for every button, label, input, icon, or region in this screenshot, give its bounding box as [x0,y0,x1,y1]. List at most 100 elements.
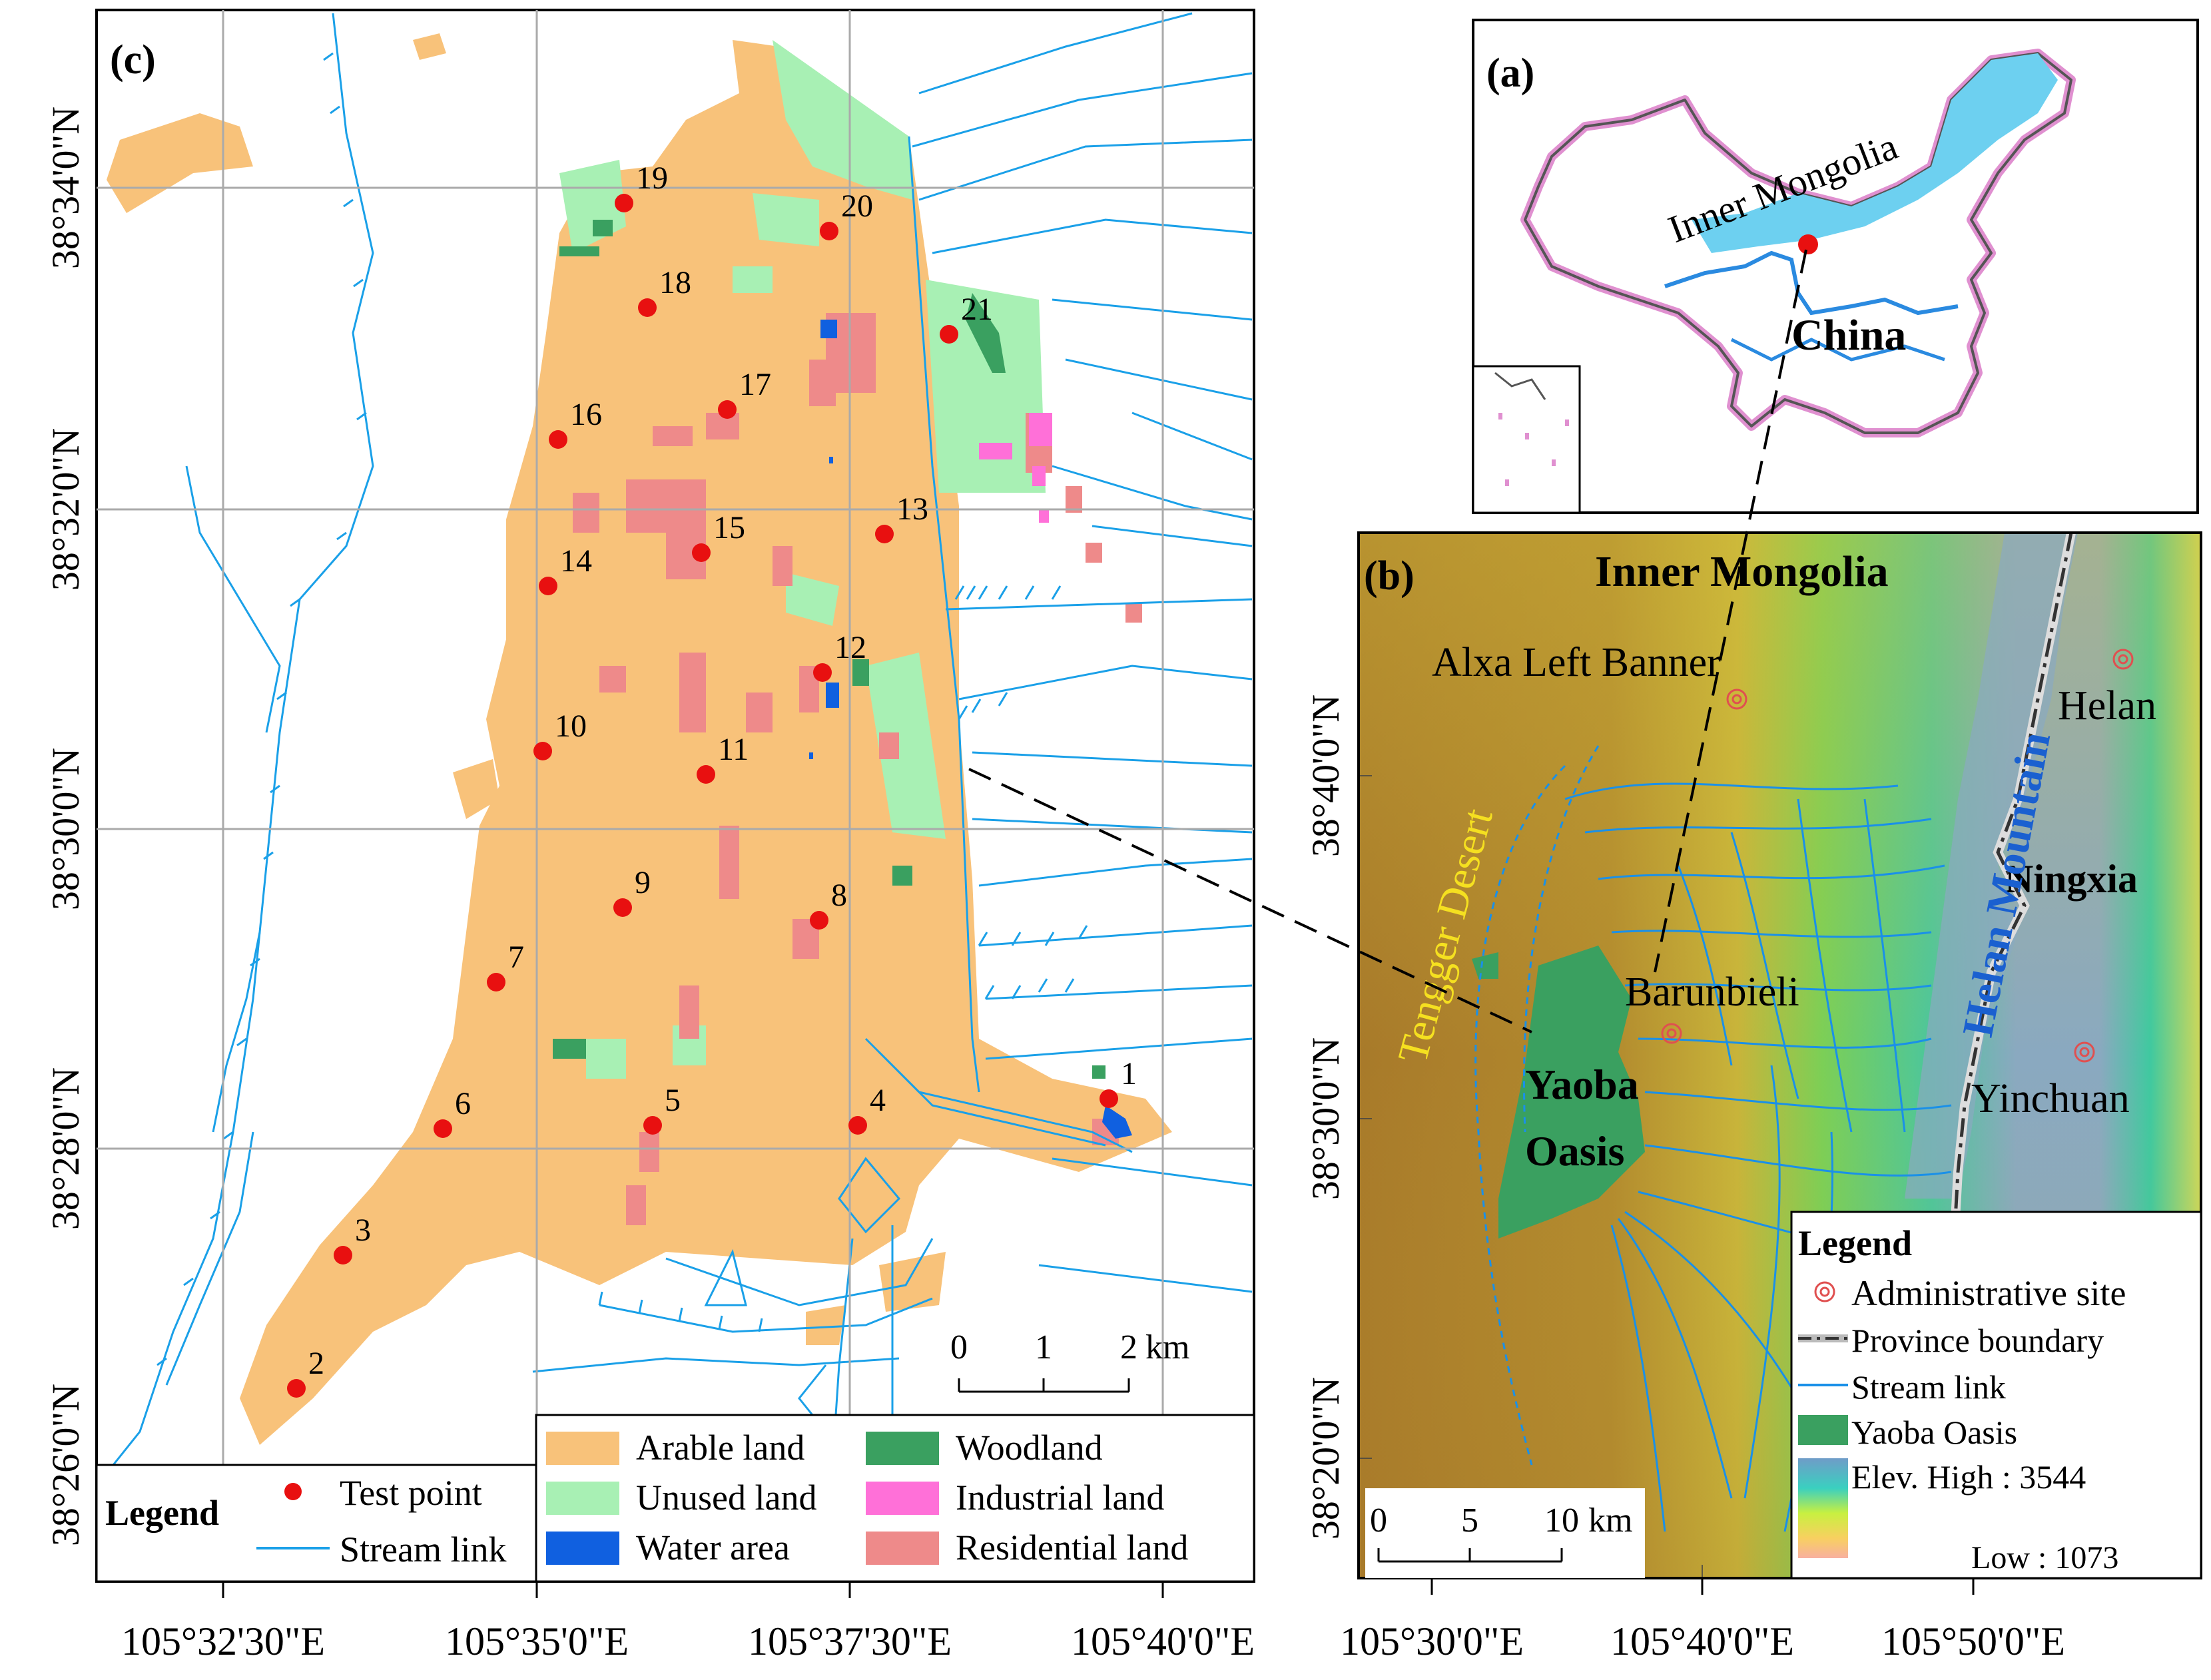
test-point-label-20: 20 [841,188,873,224]
inner-mongolia-region [1692,53,2058,253]
lat-c-4: 38°26'0"N [44,1384,87,1546]
lat-c-3: 38°28'0"N [44,1067,87,1230]
test-point-19 [615,194,633,212]
legend-water: Water area [636,1528,790,1567]
lat-b-0: 38°40'0"N [1304,695,1347,857]
graticule-c [97,10,1254,1465]
test-point-4 [848,1116,867,1135]
test-point-label-18: 18 [659,265,691,300]
legend-residential: Residential land [956,1528,1188,1567]
legend-elev-high: Elev. High : 3544 [1851,1458,2086,1496]
scale-c-tick-1: 1 [1035,1328,1052,1366]
test-point-label-13: 13 [896,491,928,527]
scale-c-tick-2: 2 [1120,1328,1137,1366]
lon-b-2: 105°50'0"E [1881,1619,2065,1663]
test-point-label-1: 1 [1121,1056,1137,1091]
test-point-label-14: 14 [560,543,592,579]
test-point-2 [287,1379,306,1398]
scale-bar-c: 0 1 2 km [912,1325,1189,1405]
test-point-label-19: 19 [636,160,668,196]
scale-bar-b: 0 5 10 km [1365,1488,1645,1578]
stream-links [112,12,1253,1465]
test-point-12 [813,663,832,682]
test-points-layer [287,194,1118,1398]
legend-admin: Administrative site [1851,1273,2126,1313]
test-point-label-4: 4 [870,1083,886,1118]
lat-c-1: 38°32'0"N [44,428,87,591]
test-point-label-15: 15 [713,510,745,545]
scale-b-tick-1: 5 [1461,1502,1478,1540]
test-point-label-16: 16 [570,397,602,432]
yaoba-oasis-shape [1498,946,1645,1239]
scale-b-tick-2: 10 [1544,1502,1579,1540]
test-point-label-17: 17 [739,367,771,402]
legend-oasis: Yaoba Oasis [1851,1414,2017,1451]
test-point-21 [940,325,958,344]
test-point-6 [434,1119,452,1138]
legend-elev-low: Low : 1073 [1971,1540,2118,1575]
test-point-11 [697,765,715,784]
legend-b: Legend Administrative site Province boun… [1790,1211,2202,1579]
test-point-label-10: 10 [555,708,587,744]
legend-woodland: Woodland [956,1428,1103,1468]
test-point-16 [549,430,567,449]
lat-c-2: 38°30'0"N [44,748,87,910]
test-point-15 [692,543,711,562]
test-point-3 [334,1246,352,1264]
panel-b: (b) Inner Mongolia Alxa Left Banner Hela… [1304,531,2202,1663]
legend-stream-link: Stream link [340,1530,506,1569]
test-point-label-8: 8 [831,878,847,913]
panel-a: (a) Inner Mongolia China [1472,19,2199,514]
industrial-land-area [979,413,1052,523]
stream-ticks [157,52,1088,1366]
legend-c-title: Legend [105,1493,219,1533]
test-point-label-12: 12 [834,630,866,665]
inset-islands [1498,413,1569,486]
lon-b-1: 105°40'0"E [1610,1619,1794,1663]
test-point-17 [718,400,737,419]
label-yaoba: Yaoba [1525,1061,1639,1108]
test-point-5 [643,1116,662,1135]
legend-unused-swatch [546,1482,619,1515]
lat-b-2: 38°20'0"N [1304,1377,1347,1540]
scale-c-tick-0: 0 [950,1328,968,1366]
test-point-label-11: 11 [718,732,749,767]
legend-b-title: Legend [1798,1223,1912,1263]
test-point-8 [810,911,828,930]
legend-industrial: Industrial land [956,1478,1164,1518]
legend-province: Province boundary [1851,1322,2104,1359]
lon-labels-c: 105°32'30"E 105°35'0"E 105°37'30"E 105°4… [121,1581,1255,1663]
test-point-label-3: 3 [355,1213,371,1248]
admin-sites [1661,649,2134,1063]
connector-lines [968,249,1807,1033]
label-yinchuan: Yinchuan [1971,1076,2130,1121]
label-china: China [1791,311,1906,360]
lon-c-3: 105°40'0"E [1071,1619,1255,1663]
test-point-label-2: 2 [308,1346,324,1381]
scale-b-unit: km [1588,1502,1632,1540]
legend-woodland-swatch [866,1432,939,1465]
lon-c-2: 105°37'30"E [748,1619,952,1663]
legend-arable: Arable land [636,1428,804,1468]
label-oasis: Oasis [1525,1127,1624,1175]
lat-b-1: 38°30'0"N [1304,1037,1347,1200]
water-area [809,320,1132,1139]
panel-a-label: (a) [1486,51,1534,96]
test-point-14 [539,577,557,595]
legend-c: Legend Test point Stream link Arable lan… [95,1414,1255,1583]
panel-c-label: (c) [110,37,156,83]
legend-test-point-symbol [284,1483,302,1500]
test-point-13 [875,525,894,543]
test-point-label-7: 7 [508,940,524,975]
lat-labels-c: 38°34'0"N 38°32'0"N 38°30'0"N 38°28'0"N … [44,107,87,1546]
location-dot [1798,234,1818,254]
label-inner-mongolia-b: Inner Mongolia [1595,547,1889,596]
panel-b-frame [1357,531,2202,1579]
lat-c-0: 38°34'0"N [44,107,87,269]
test-point-label-9: 9 [635,865,651,900]
lon-b-0: 105°30'0"E [1340,1619,1524,1663]
